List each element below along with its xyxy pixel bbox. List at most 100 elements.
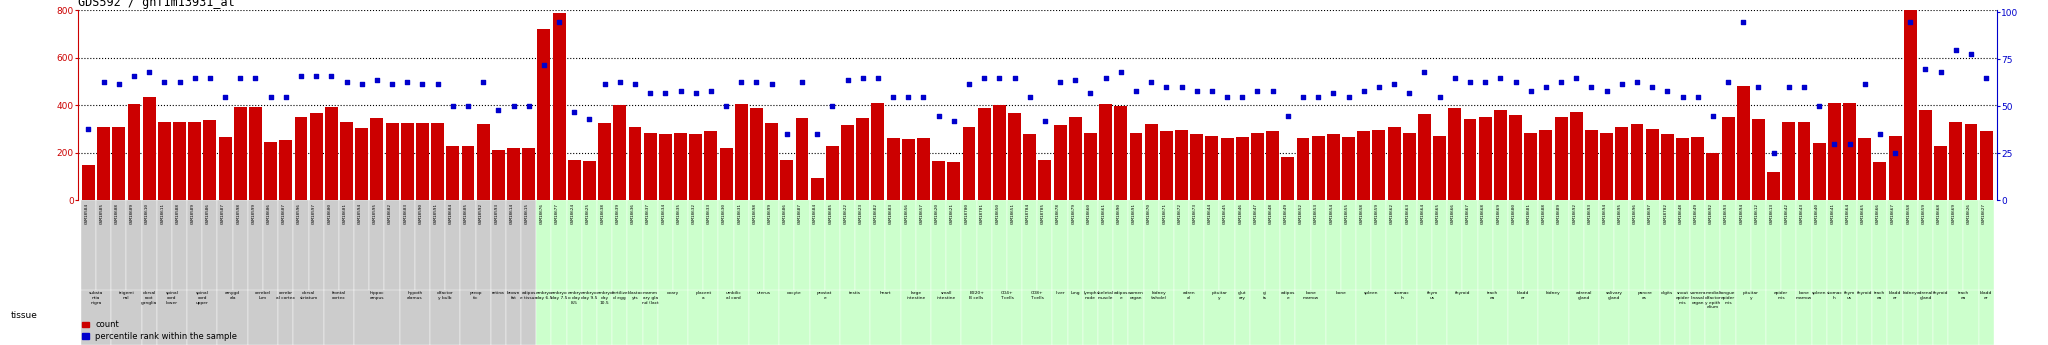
Bar: [385, 122, 399, 200]
Bar: [80, 290, 111, 345]
Point: [557, 109, 590, 115]
Text: GSM18649: GSM18649: [1694, 203, 1698, 224]
Bar: [795, 118, 809, 200]
Text: GSM18584: GSM18584: [84, 203, 88, 224]
Point: [786, 79, 819, 85]
Bar: [1858, 138, 1872, 200]
Bar: [1888, 200, 1903, 290]
Point: [770, 131, 803, 137]
Text: GSM18647: GSM18647: [1253, 203, 1257, 224]
Point: [1681, 94, 1714, 99]
Bar: [1538, 290, 1569, 345]
Point: [1196, 88, 1229, 94]
Text: GSM18656: GSM18656: [905, 203, 907, 224]
Bar: [612, 290, 627, 345]
Text: retina: retina: [492, 292, 504, 295]
Point: [938, 118, 971, 124]
Bar: [1599, 290, 1630, 345]
Bar: [612, 105, 627, 200]
Bar: [915, 200, 932, 290]
Text: GSM18631: GSM18631: [737, 203, 741, 224]
Text: GSM18606: GSM18606: [266, 203, 270, 224]
Bar: [1479, 117, 1491, 200]
Bar: [643, 132, 657, 200]
Bar: [780, 160, 793, 200]
Text: vomera
linasal
organ: vomera linasal organ: [1690, 292, 1706, 305]
Point: [1802, 104, 1835, 109]
Point: [711, 104, 743, 109]
Bar: [158, 122, 170, 200]
Bar: [735, 104, 748, 200]
Point: [1833, 141, 1866, 147]
Text: GSM18654: GSM18654: [1329, 203, 1333, 224]
Bar: [1327, 134, 1339, 200]
Text: adrenal
gland: adrenal gland: [1575, 292, 1591, 300]
Bar: [1722, 117, 1735, 200]
Bar: [1841, 290, 1858, 345]
Bar: [217, 290, 248, 345]
Text: GSM18630: GSM18630: [723, 203, 727, 224]
Bar: [80, 200, 96, 290]
Point: [1059, 77, 1092, 82]
Text: liver: liver: [1055, 292, 1065, 295]
Point: [1028, 118, 1061, 124]
Bar: [127, 200, 141, 290]
Point: [512, 104, 545, 109]
Text: embryo
day
10.5: embryo day 10.5: [596, 292, 612, 305]
Bar: [1114, 106, 1126, 200]
Point: [633, 90, 666, 96]
Point: [88, 79, 121, 85]
Bar: [1022, 290, 1053, 345]
Bar: [1296, 200, 1311, 290]
Bar: [750, 290, 778, 345]
Bar: [1661, 134, 1673, 200]
Bar: [1417, 200, 1432, 290]
Point: [801, 131, 834, 137]
Bar: [856, 118, 868, 200]
Bar: [1280, 290, 1296, 345]
Point: [815, 104, 848, 109]
Point: [1788, 85, 1821, 90]
Bar: [1311, 200, 1325, 290]
Point: [891, 94, 924, 99]
Text: lymph
node: lymph node: [1083, 292, 1098, 300]
Bar: [172, 200, 186, 290]
Bar: [551, 200, 567, 290]
Bar: [492, 290, 506, 345]
Point: [1393, 90, 1425, 96]
Bar: [1235, 137, 1249, 200]
Bar: [416, 200, 430, 290]
Text: GSM18702: GSM18702: [1663, 203, 1667, 224]
Text: adipos
e: adipos e: [1114, 292, 1128, 300]
Text: GSM18588: GSM18588: [176, 203, 180, 224]
Text: GSM18640: GSM18640: [1815, 203, 1819, 224]
Text: olfactor
y bulb: olfactor y bulb: [436, 292, 453, 300]
Bar: [1569, 290, 1599, 345]
Text: GSM18690: GSM18690: [1116, 203, 1120, 224]
Text: GSM18621: GSM18621: [950, 203, 954, 224]
Bar: [809, 200, 825, 290]
Bar: [1706, 200, 1720, 290]
Bar: [1585, 130, 1597, 200]
Bar: [1462, 200, 1477, 290]
Text: dorsal
root
ganglia: dorsal root ganglia: [141, 292, 158, 305]
Text: testis: testis: [850, 292, 860, 295]
Bar: [1219, 200, 1235, 290]
Bar: [508, 148, 520, 200]
Bar: [1917, 290, 1933, 345]
Bar: [1417, 114, 1432, 200]
Bar: [461, 290, 492, 345]
Text: GSM18659: GSM18659: [1374, 203, 1378, 224]
Bar: [1948, 200, 1964, 290]
Point: [1772, 85, 1804, 90]
Point: [1485, 75, 1518, 81]
Bar: [657, 200, 674, 290]
Text: GSM18604: GSM18604: [449, 203, 453, 224]
Bar: [1706, 152, 1720, 200]
Text: GSM18704: GSM18704: [1026, 203, 1030, 224]
Point: [604, 79, 637, 85]
Bar: [1386, 200, 1401, 290]
Bar: [1599, 200, 1614, 290]
Bar: [1645, 200, 1659, 290]
Point: [1909, 66, 1942, 71]
